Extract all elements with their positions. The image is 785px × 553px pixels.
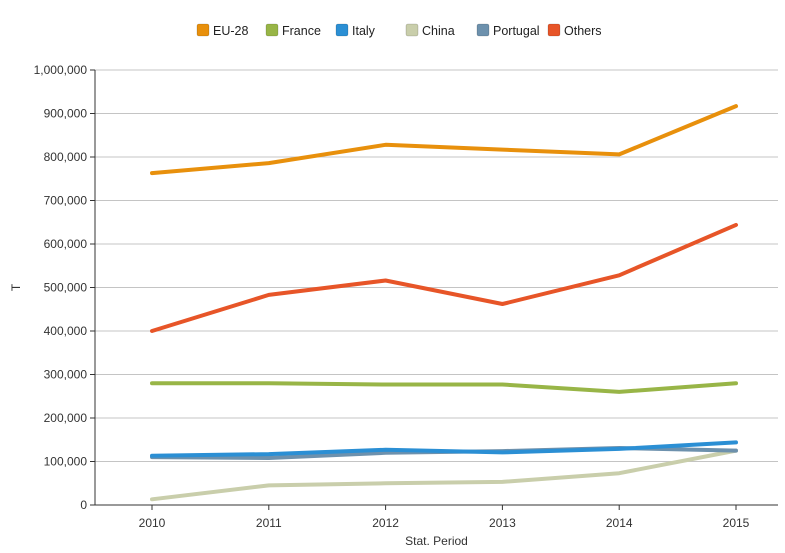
legend-label-italy: Italy — [352, 24, 376, 38]
series-line-eu-28 — [150, 104, 738, 176]
x-tick-label: 2010 — [139, 516, 166, 530]
y-tick-label: 700,000 — [44, 194, 88, 208]
x-tick-label: 2012 — [372, 516, 399, 530]
gridlines — [95, 69, 778, 462]
legend-swatch-eu-28 — [196, 23, 210, 37]
legend-label-eu-28: EU-28 — [213, 24, 248, 38]
series-line-china — [150, 448, 738, 502]
y-tick-label: 0 — [80, 498, 87, 512]
legend-label-portugal: Portugal — [493, 24, 540, 38]
series-line-france — [150, 381, 738, 394]
y-tick-label: 400,000 — [44, 324, 88, 338]
legend-label-others: Others — [564, 24, 602, 38]
legend-swatch-france — [265, 23, 279, 37]
legend-swatch-portugal — [476, 23, 490, 37]
y-tick-label: 300,000 — [44, 368, 88, 382]
series-lines — [150, 104, 738, 502]
legend-swatch-china — [405, 23, 419, 37]
y-tick-label: 600,000 — [44, 237, 88, 251]
y-tick-label: 100,000 — [44, 455, 88, 469]
x-tick-label: 2011 — [256, 516, 282, 530]
y-axis-ticks: 0 100,000 200,000 300,000 400,000 500,000 600,… — [34, 63, 95, 512]
x-axis-title: Stat. Period — [405, 534, 468, 548]
y-tick-label: 800,000 — [44, 150, 88, 164]
y-tick-label: 1,000,000 — [34, 63, 88, 77]
x-axis-ticks: 2010 2011 2012 2013 2014 2015 — [139, 505, 750, 530]
y-tick-label: 200,000 — [44, 411, 88, 425]
legend-swatch-others — [547, 23, 561, 37]
legend-label-china: China — [422, 24, 455, 38]
legend-label-france: France — [282, 24, 321, 38]
legend-swatch-italy — [335, 23, 349, 37]
series-line-others — [150, 222, 738, 333]
x-tick-label: 2014 — [606, 516, 633, 530]
legend: EU-28 France Italy China Portugal Others — [196, 23, 602, 38]
y-axis-title: T — [9, 283, 23, 291]
x-tick-label: 2013 — [489, 516, 516, 530]
x-tick-label: 2015 — [723, 516, 750, 530]
y-tick-label: 500,000 — [44, 281, 88, 295]
series-line-italy — [150, 440, 738, 458]
y-tick-label: 900,000 — [44, 107, 88, 121]
